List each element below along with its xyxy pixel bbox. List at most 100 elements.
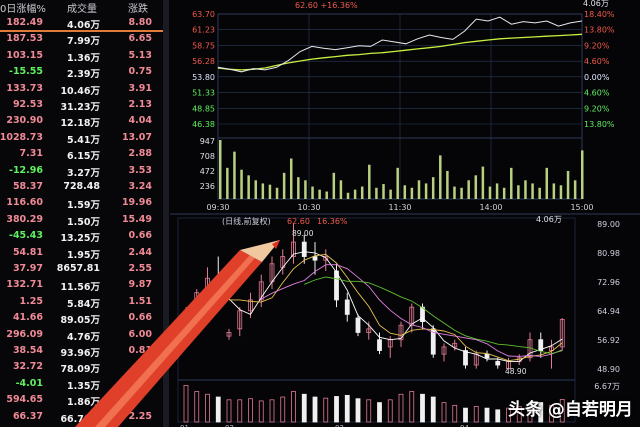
volume-cell: 10.46万	[60, 85, 100, 97]
volume-bar	[344, 394, 350, 423]
volume-bar	[258, 400, 264, 423]
volume-cell: 1.95万	[67, 249, 100, 261]
candle	[323, 256, 329, 261]
volume-bar	[403, 185, 407, 199]
volume-bar	[183, 384, 189, 423]
table-row[interactable]: 37.97 8657.81 2.55	[0, 263, 162, 279]
volume-bar	[559, 399, 565, 423]
volume-cell: 4.76万	[67, 331, 100, 343]
volume-tick: 472	[200, 167, 215, 176]
table-row[interactable]: 187.53 7.99万 6.65	[0, 33, 162, 49]
change-cell: 6.65	[128, 33, 152, 45]
volume-bar	[382, 184, 385, 199]
change-cell: 0.66	[128, 312, 152, 324]
volume-bar	[409, 391, 415, 423]
volume-cell: 31.23万	[60, 102, 100, 113]
table-row[interactable]: 92.53 31.23万 2.13	[0, 99, 162, 115]
candle	[538, 339, 544, 351]
candle	[366, 328, 372, 333]
y-tick-left: 61.23	[192, 26, 215, 35]
volume-bar	[417, 180, 421, 199]
candle	[420, 306, 425, 323]
volume-cell: 8657.81	[56, 263, 100, 274]
change-pct-cell: 1028.73	[0, 131, 43, 143]
y-tick-left: 58.75	[192, 41, 215, 50]
table-row[interactable]: -4.01 1.35万	[0, 378, 162, 394]
change-cell: 2.44	[128, 246, 152, 258]
table-row[interactable]: 1.25 5.84万 1.51	[0, 296, 162, 312]
table-row[interactable]: 41.66 89.05万 0.66	[0, 312, 162, 328]
volume-bar	[506, 407, 511, 423]
change-cell: 0.75	[128, 66, 152, 78]
change-cell: 2.55	[128, 263, 152, 274]
x-tick: 11:30	[388, 203, 411, 212]
table-row[interactable]: 1028.73 5.41万 13.07	[0, 132, 162, 148]
y-tick-right: 4.60%	[584, 89, 610, 98]
table-row[interactable]: 54.81 1.95万 2.44	[0, 247, 162, 263]
change-pct-cell: 38.54	[12, 345, 43, 356]
header-change[interactable]: 涨跌	[128, 4, 148, 15]
table-row[interactable]: 7.31 6.15万 2.88	[0, 148, 162, 164]
volume-bar	[474, 175, 478, 199]
volume-bar	[463, 407, 468, 423]
volume-bar	[453, 186, 456, 199]
table-row[interactable]: 103.15 1.36万 5.13	[0, 50, 162, 66]
volume-bar	[566, 170, 570, 199]
change-cell: 2.25	[128, 410, 152, 422]
table-row[interactable]: 132.71 11.56万 9.87	[0, 279, 162, 295]
volume-bar	[389, 189, 392, 199]
candle	[484, 353, 490, 359]
volume-bar	[441, 402, 447, 423]
pencil-lead	[272, 240, 280, 249]
table-row[interactable]: 133.73 10.46万 3.91	[0, 83, 162, 99]
table-row[interactable]: 58.37 728.48 3.24	[0, 181, 162, 197]
volume-bar	[301, 393, 307, 423]
volume-bar	[573, 180, 577, 199]
candle	[463, 350, 468, 366]
y-tick-left: 53.80	[192, 73, 215, 82]
change-cell: 3.53	[128, 164, 152, 176]
table-row[interactable]: 116.60 1.59万 19.96	[0, 197, 162, 213]
table-row[interactable]: 594.65 1.86万	[0, 394, 162, 410]
table-row[interactable]: 38.54 93.96万 0.81	[0, 345, 162, 361]
change-pct-cell: 92.53	[12, 99, 43, 110]
volume-bar	[387, 399, 393, 423]
volume-bar	[280, 396, 286, 423]
change-cell: 2.13	[128, 99, 152, 110]
change-pct-cell: 41.66	[12, 312, 43, 324]
table-row[interactable]: 66.37 66.70万 2.25	[0, 411, 162, 427]
header-volume[interactable]: 成交量	[67, 4, 97, 15]
volume-bar	[205, 393, 210, 423]
table-row[interactable]: 296.09 4.76万 6.00	[0, 329, 162, 345]
kline-volume-label: 4.06万	[536, 215, 562, 224]
y-tick: 64.94	[597, 307, 620, 316]
scrollbar[interactable]	[163, 0, 169, 427]
table-row[interactable]: -12.96 3.27万 3.53	[0, 165, 162, 181]
volume-bar	[410, 187, 414, 199]
table-row[interactable]: -45.43 13.25万 0.66	[0, 230, 162, 246]
y-tick: 89.00	[597, 220, 620, 229]
table-row[interactable]: -15.55 2.39万 0.75	[0, 66, 162, 82]
high-annotation: 89.00	[292, 229, 314, 238]
volume-cell: 2.39万	[67, 69, 100, 81]
volume-bar	[297, 177, 300, 199]
change-pct-cell: 54.81	[12, 246, 43, 258]
volume-bar	[495, 409, 501, 423]
change-pct-cell: 133.73	[6, 82, 43, 94]
x-tick: 14:00	[479, 203, 502, 212]
table-row[interactable]: 230.90 12.18万 4.04	[0, 115, 162, 131]
volume-bar	[332, 172, 336, 199]
average-price-line	[217, 33, 583, 71]
volume-bar	[219, 140, 222, 199]
table-row[interactable]: 182.49 4.06万 8.80	[0, 17, 162, 33]
selected-row-divider	[0, 30, 168, 32]
change-cell: 2.88	[128, 148, 152, 160]
volume-cell: 7.99万	[67, 36, 100, 48]
volume-bar	[531, 183, 534, 199]
volume-bar	[545, 167, 549, 199]
change-pct-cell: -15.55	[9, 66, 43, 78]
x-tick: 03	[335, 424, 344, 427]
table-row[interactable]: 380.29 1.50万 15.49	[0, 214, 162, 230]
candle	[441, 346, 447, 355]
header-change-pct[interactable]: 0日涨幅%	[0, 4, 46, 15]
